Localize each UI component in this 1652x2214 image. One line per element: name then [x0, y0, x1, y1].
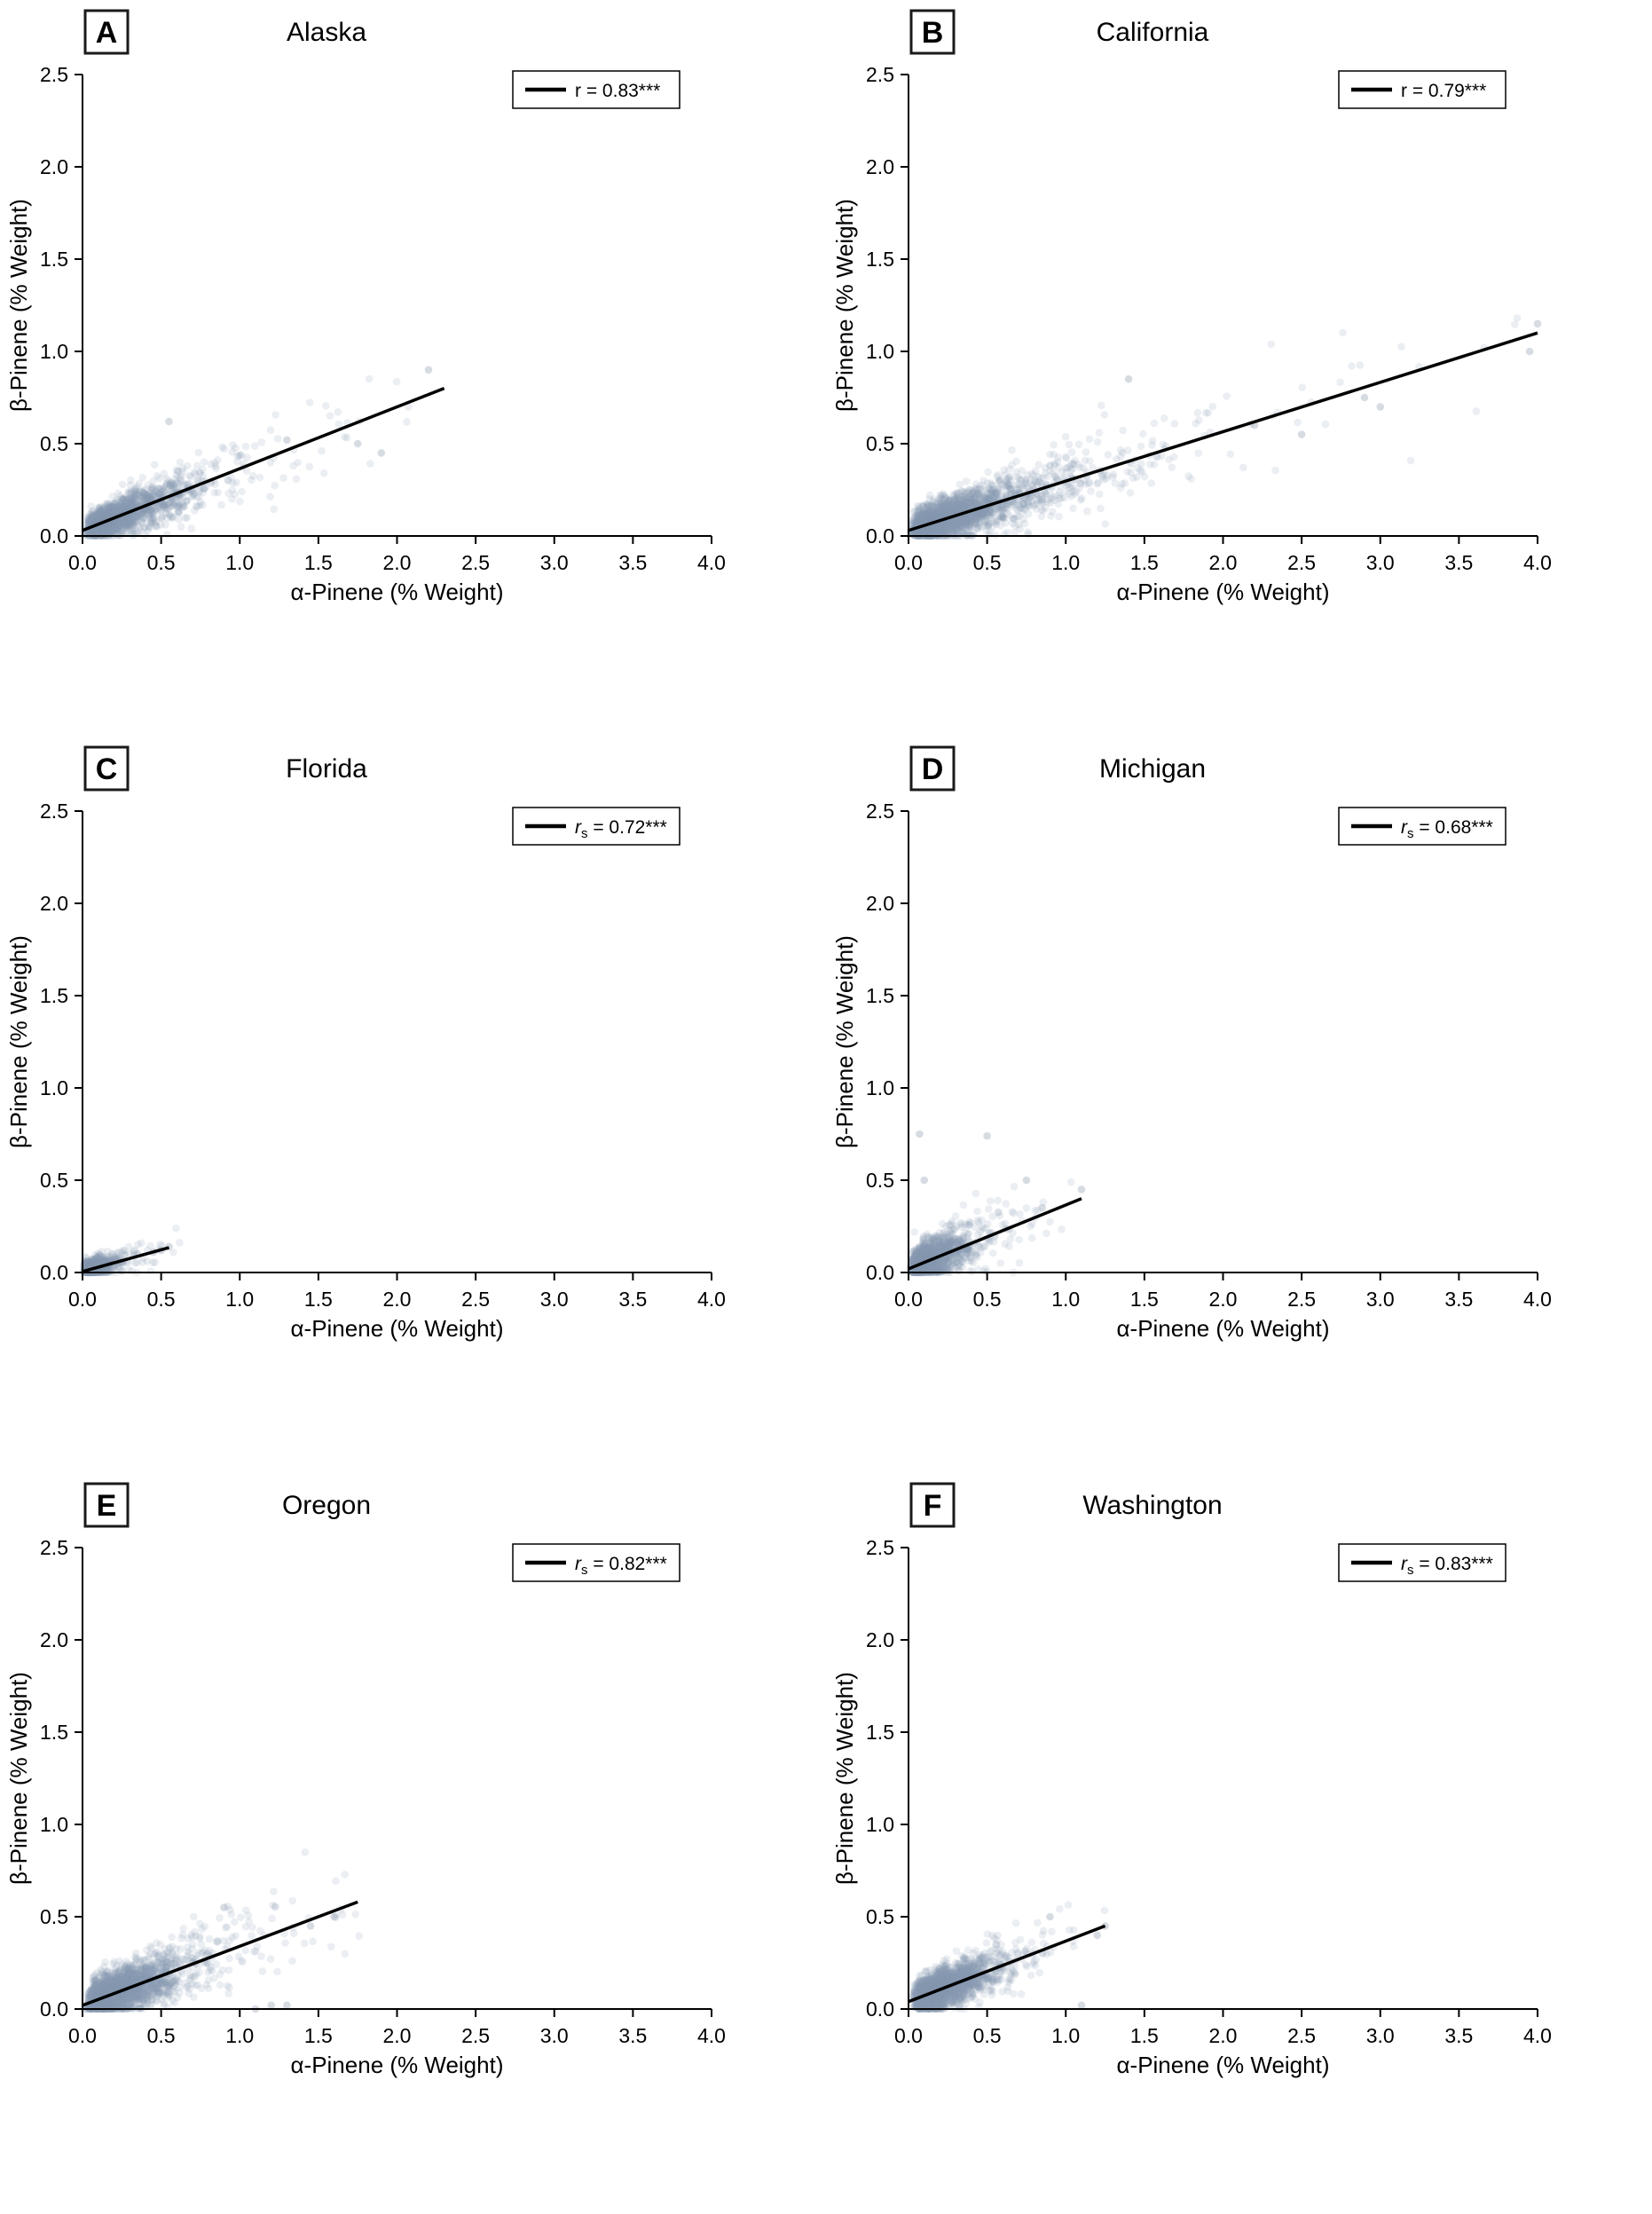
svg-text:1.0: 1.0 [1051, 551, 1080, 574]
panel-title: Michigan [1099, 754, 1206, 784]
svg-text:1.5: 1.5 [40, 248, 68, 271]
svg-text:0.5: 0.5 [866, 432, 894, 455]
panel-title: California [1097, 18, 1209, 47]
legend: rs = 0.72*** [513, 808, 680, 845]
svg-text:3.0: 3.0 [540, 551, 569, 574]
panel-title: Florida [286, 754, 367, 784]
legend-label: r = 0.83*** [575, 81, 660, 101]
x-axis-label: α-Pinene (% Weight) [291, 2052, 504, 2078]
svg-text:0.0: 0.0 [40, 524, 68, 548]
svg-text:4.0: 4.0 [1523, 551, 1552, 574]
y-axis-label: β-Pinene (% Weight) [5, 935, 32, 1148]
panel-letter: B [922, 16, 944, 50]
svg-text:0.0: 0.0 [894, 551, 923, 574]
svg-text:0.0: 0.0 [68, 551, 97, 574]
panel-B: 0.0 0.5 1.0 1.5 2.0 2.5 3.0 3.5 4.0 0.0 0.5 1.0 1.5 2… [826, 0, 1652, 737]
legend-label: r = 0.79*** [1401, 81, 1486, 101]
legend: rs = 0.83*** [1339, 1544, 1506, 1581]
svg-text:3.5: 3.5 [618, 551, 647, 574]
svg-text:0.5: 0.5 [147, 551, 176, 574]
svg-text:2.5: 2.5 [40, 63, 68, 86]
svg-text:2.0: 2.0 [1209, 551, 1238, 574]
legend-label: rs = 0.68*** [1401, 817, 1493, 841]
svg-text:1.0: 1.0 [225, 551, 254, 574]
x-axis-label: α-Pinene (% Weight) [291, 1315, 504, 1342]
legend: rs = 0.68*** [1339, 808, 1506, 845]
y-axis-label: β-Pinene (% Weight) [831, 935, 858, 1148]
svg-text:1.0: 1.0 [40, 340, 68, 363]
svg-text:2.0: 2.0 [40, 155, 68, 178]
svg-text:4.0: 4.0 [697, 551, 726, 574]
panel-B-chart: 0.0 0.5 1.0 1.5 2.0 2.5 3.0 3.5 4.0 0.0 0.5 1.0 1.5 2… [826, 0, 1652, 737]
svg-text:1.5: 1.5 [866, 248, 894, 271]
panel-letter: F [924, 1489, 942, 1523]
y-axis-label: β-Pinene (% Weight) [831, 199, 858, 412]
svg-text:2.0: 2.0 [866, 155, 894, 178]
svg-text:3.5: 3.5 [1444, 551, 1473, 574]
svg-text:0.5: 0.5 [40, 432, 68, 455]
panel-letter: E [97, 1489, 117, 1523]
legend-label: rs = 0.83*** [1401, 1554, 1493, 1578]
y-axis-label: β-Pinene (% Weight) [5, 199, 32, 412]
legend: rs = 0.82*** [513, 1544, 680, 1581]
svg-text:2.5: 2.5 [461, 551, 490, 574]
legend-label: rs = 0.72*** [575, 817, 667, 841]
legend: r = 0.83*** [513, 71, 680, 108]
y-axis-label: β-Pinene (% Weight) [5, 1672, 32, 1885]
svg-text:2.0: 2.0 [383, 551, 412, 574]
svg-text:2.5: 2.5 [866, 63, 894, 86]
svg-text:1.5: 1.5 [1130, 551, 1159, 574]
y-axis-label: β-Pinene (% Weight) [831, 1672, 858, 1885]
svg-text:3.0: 3.0 [1366, 551, 1395, 574]
svg-text:2.5: 2.5 [1287, 551, 1316, 574]
svg-text:0.0: 0.0 [866, 524, 894, 548]
panel-letter: C [96, 752, 118, 786]
panel-A-chart: 0.0 0.5 1.0 1.5 2.0 2.5 3.0 3.5 4.0 0.0 0.5 1.0 1.5 2… [0, 0, 826, 737]
panel-title: Washington [1082, 1491, 1222, 1520]
panel-title: Alaska [287, 18, 366, 47]
x-axis-label: α-Pinene (% Weight) [1117, 1315, 1330, 1342]
x-axis-label: α-Pinene (% Weight) [1117, 579, 1330, 605]
svg-text:0.5: 0.5 [973, 551, 1002, 574]
panel-letter: D [922, 752, 944, 786]
svg-text:1.0: 1.0 [866, 340, 894, 363]
legend: r = 0.79*** [1339, 71, 1506, 108]
panel-letter: A [96, 16, 118, 50]
x-axis-label: α-Pinene (% Weight) [291, 579, 504, 605]
panel-title: Oregon [282, 1491, 371, 1520]
x-axis-label: α-Pinene (% Weight) [1117, 2052, 1330, 2078]
svg-text:1.5: 1.5 [304, 551, 333, 574]
panel-A: 0.0 0.5 1.0 1.5 2.0 2.5 3.0 3.5 4.0 0.0 0.5 1.0 1.5 2… [0, 0, 826, 737]
legend-label: rs = 0.82*** [575, 1554, 667, 1578]
